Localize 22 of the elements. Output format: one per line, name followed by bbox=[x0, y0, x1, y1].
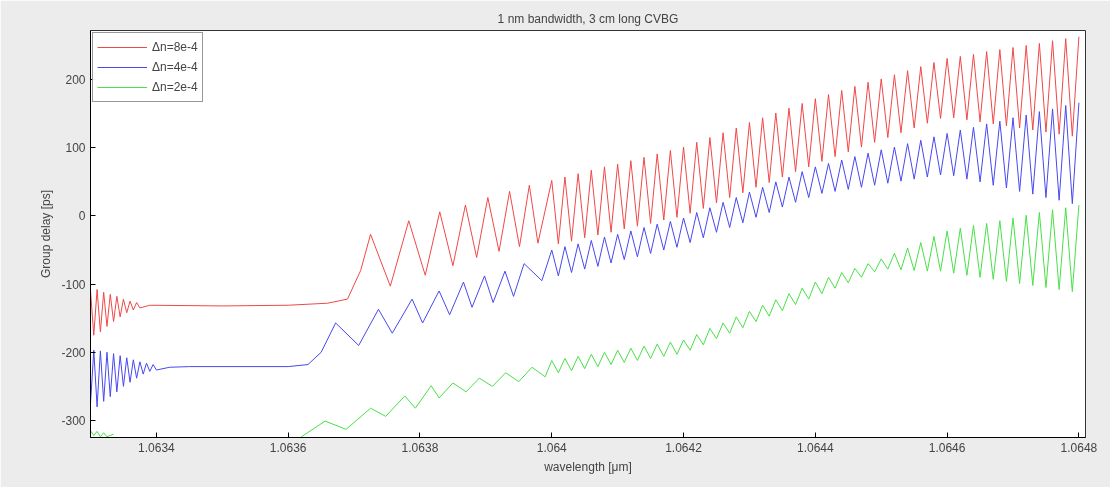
y-tick-label: 200 bbox=[65, 73, 86, 88]
legend-label: Δn=4e-4 bbox=[152, 60, 198, 74]
y-tick-label: 0 bbox=[78, 209, 86, 224]
y-tick-label: -300 bbox=[61, 413, 86, 428]
x-tick-label: 1.0644 bbox=[796, 440, 835, 455]
y-tick-label: -200 bbox=[61, 345, 86, 360]
x-axis-title: wavelength [μm] bbox=[543, 459, 632, 474]
line-series bbox=[90, 102, 1080, 408]
line-series bbox=[90, 36, 1080, 336]
x-tick-label: 1.064 bbox=[536, 440, 568, 455]
y-tick-label: 100 bbox=[65, 141, 86, 156]
x-tick-label: 1.0646 bbox=[928, 440, 966, 455]
x-tick-label: 1.0638 bbox=[401, 440, 439, 455]
x-tick-label: 1.0648 bbox=[1060, 440, 1098, 455]
legend-label: Δn=2e-4 bbox=[152, 80, 198, 94]
y-axis-title: Group delay [ps] bbox=[39, 189, 54, 279]
y-tick-label: -100 bbox=[61, 277, 86, 292]
legend-label: Δn=8e-4 bbox=[152, 40, 198, 54]
chart-title: 1 nm bandwidth, 3 cm long CVBG bbox=[497, 11, 679, 26]
x-tick-label: 1.0642 bbox=[665, 440, 703, 455]
x-tick-label: 1.0636 bbox=[269, 440, 307, 455]
x-tick-label: 1.0634 bbox=[138, 440, 176, 455]
